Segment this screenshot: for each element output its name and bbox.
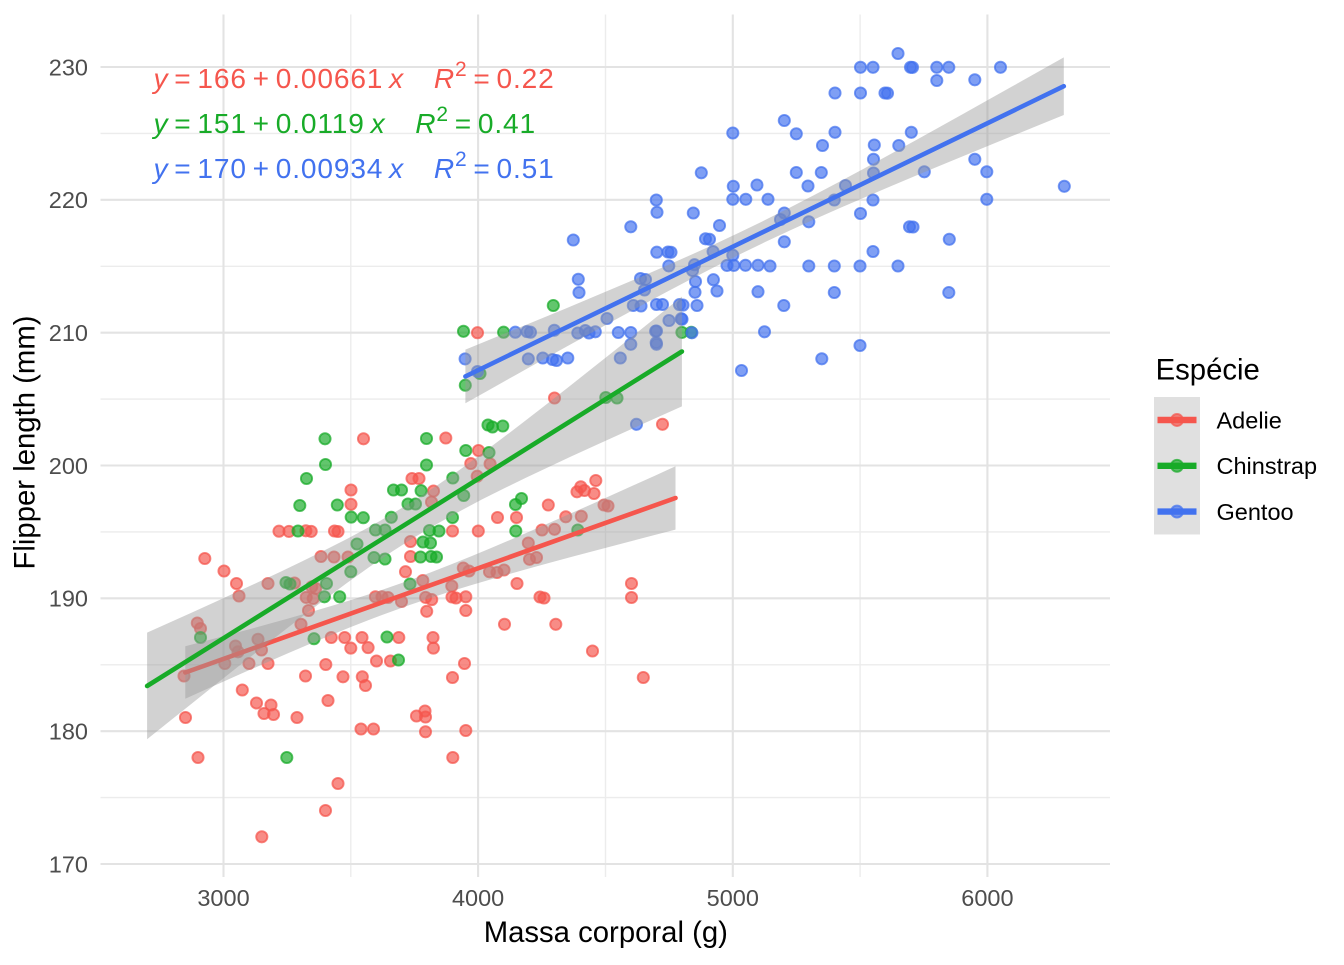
svg-text:210: 210: [49, 320, 88, 346]
svg-text:180: 180: [49, 719, 88, 745]
svg-text:200: 200: [49, 453, 88, 479]
svg-text:230: 230: [49, 54, 88, 80]
svg-text:170: 170: [49, 851, 88, 877]
svg-text:y = 151 + 0.0119 x R2 = 0.41: y = 151 + 0.0119 x R2 = 0.41: [152, 103, 536, 139]
svg-text:Gentoo: Gentoo: [1217, 499, 1294, 525]
svg-text:y = 166 + 0.00661 x R2 = 0.22: y = 166 + 0.00661 x R2 = 0.22: [152, 58, 555, 94]
svg-text:190: 190: [49, 586, 88, 612]
svg-text:4000: 4000: [452, 885, 504, 911]
svg-text:Adelie: Adelie: [1217, 407, 1282, 433]
svg-text:Espécie: Espécie: [1156, 354, 1260, 387]
svg-text:3000: 3000: [197, 885, 249, 911]
svg-text:220: 220: [49, 187, 88, 213]
svg-text:Flipper length (mm): Flipper length (mm): [9, 316, 42, 570]
svg-text:y = 170 + 0.00934 x R2 = 0.51: y = 170 + 0.00934 x R2 = 0.51: [152, 148, 555, 184]
svg-text:5000: 5000: [707, 885, 759, 911]
svg-text:Massa corporal (g): Massa corporal (g): [484, 916, 728, 949]
svg-text:Chinstrap: Chinstrap: [1217, 453, 1318, 479]
svg-text:6000: 6000: [961, 885, 1013, 911]
